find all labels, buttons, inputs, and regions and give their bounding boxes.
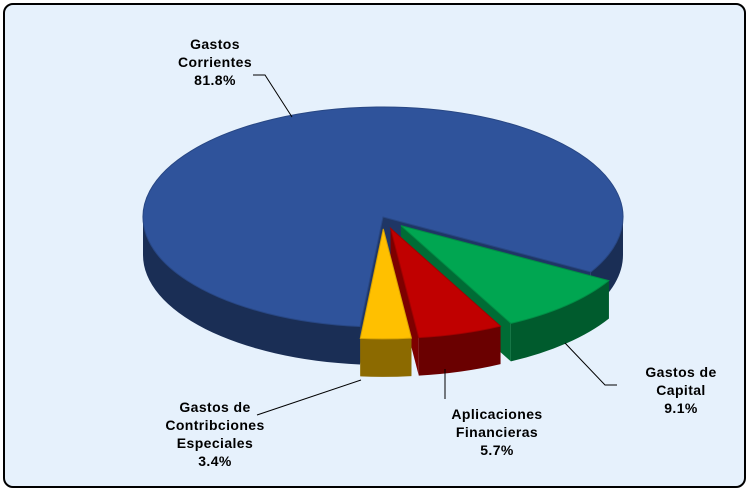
- data-label: Gastos de Capital 9.1%: [635, 363, 727, 417]
- slice-edge: [390, 228, 419, 376]
- leader-line: [253, 74, 293, 118]
- label-value: 81.8%: [194, 72, 236, 88]
- label-value: 3.4%: [198, 453, 232, 469]
- slice: [359, 228, 413, 340]
- label-value: 9.1%: [664, 400, 698, 416]
- label-name: Gastos Corrientes: [177, 36, 253, 70]
- pie-area: [142, 106, 624, 377]
- label-name: Gastos de Contribciones Especiales: [165, 399, 265, 451]
- leader-line: [564, 342, 617, 386]
- data-label: Gastos Corrientes 81.8%: [155, 35, 275, 89]
- chart: Gastos Corrientes 81.8% Gastos de Capital 9…: [3, 3, 746, 488]
- slice: [142, 106, 624, 328]
- slice-side: [360, 338, 412, 377]
- slice-side: [418, 326, 501, 376]
- slice-side: [143, 217, 360, 365]
- label-name: Aplicaciones Financieras: [451, 406, 543, 440]
- data-label: Aplicaciones Financieras 5.7%: [435, 405, 559, 459]
- leader-line: [256, 379, 362, 416]
- label-name: Gastos de Capital: [645, 364, 717, 398]
- slice-side: [510, 280, 609, 362]
- slice: [389, 226, 502, 339]
- data-label: Gastos de Contribciones Especiales 3.4%: [155, 398, 275, 470]
- label-value: 5.7%: [480, 442, 514, 458]
- slice: [400, 225, 610, 324]
- leader-lines: [253, 74, 617, 416]
